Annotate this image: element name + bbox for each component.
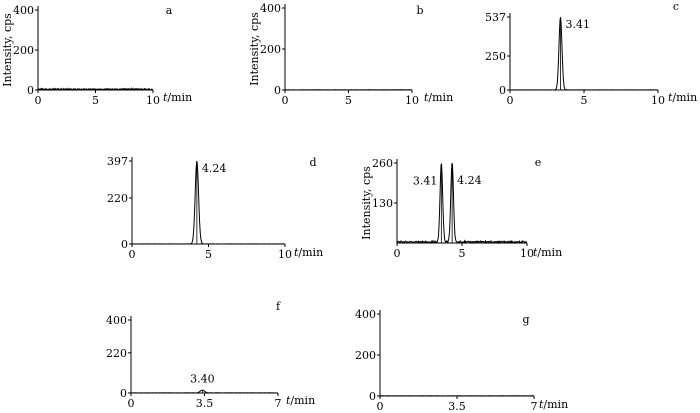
x-tick-label: 3.5 (196, 397, 214, 410)
x-axis-title-symbol: t (294, 246, 299, 259)
x-axis-title-symbol: t (424, 91, 429, 104)
y-axis-title: Intensity, cps (248, 12, 261, 86)
y-tick-label: 397 (107, 155, 128, 168)
y-tick-label: 537 (485, 11, 506, 24)
x-axis-title: t/min (539, 398, 568, 411)
x-axis-title-symbol: t (533, 246, 538, 259)
chromatogram-panel-f: 0 3.5 7 0 220 400 t/min f 3.40 (106, 300, 315, 410)
chromatogram-trace (37, 87, 154, 92)
panel-letter: f (276, 300, 281, 313)
x-axis-title-unit: /min (537, 246, 562, 259)
x-tick-label: 5 (459, 247, 466, 260)
x-tick-label: 7 (531, 400, 538, 413)
panel-letter: d (309, 156, 316, 169)
y-tick-label: 400 (106, 314, 127, 327)
y-tick-label: 220 (106, 347, 127, 360)
y-tick-label: 260 (372, 157, 393, 170)
x-tick-label: 10 (278, 248, 292, 261)
y-tick-label: 400 (355, 308, 376, 321)
x-tick-label: 5 (92, 94, 99, 107)
chromatogram-panel-c: 0 5 10 0 250 537 t/min c 3.41 (485, 0, 697, 107)
x-axis-title-symbol: t (668, 91, 673, 104)
x-tick-label: 0 (282, 94, 289, 107)
x-tick-label: 7 (275, 397, 282, 410)
x-axis-title: t/min (533, 246, 562, 259)
panel-letter: b (416, 4, 423, 17)
y-tick-label: 0 (369, 390, 376, 403)
y-tick-label: 0 (27, 84, 34, 97)
y-tick-label: 0 (121, 238, 128, 251)
y-tick-label: 220 (107, 192, 128, 205)
x-axis-title-unit: /min (167, 91, 192, 104)
x-tick-label: 5 (205, 248, 212, 261)
x-tick-label: 0 (507, 94, 514, 107)
x-tick-label: 10 (520, 247, 534, 260)
x-axis-title-unit: /min (290, 394, 315, 407)
x-axis-title-unit: /min (298, 246, 323, 259)
panel-letter: a (166, 4, 173, 17)
x-tick-label: 3.5 (448, 400, 466, 413)
peak-label: 3.41 (565, 18, 590, 31)
x-axis-title-unit: /min (428, 91, 453, 104)
chromatogram-panel-g: 0 3.5 7 0 200 400 t/min g (355, 308, 568, 413)
panel-letter: e (535, 156, 542, 169)
x-tick-label: 0 (129, 248, 136, 261)
x-tick-label: 0 (128, 397, 135, 410)
peak-label: 3.40 (190, 372, 215, 385)
x-axis-title-symbol: t (163, 91, 168, 104)
x-axis-title-unit: /min (672, 91, 697, 104)
x-axis-title: t/min (668, 91, 697, 104)
x-tick-label: 10 (146, 94, 160, 107)
peak-label: 3.41 (413, 175, 438, 188)
x-tick-label: 5 (345, 94, 352, 107)
peak-label: 4.24 (202, 162, 227, 175)
x-axis-title: t/min (286, 394, 315, 407)
peak-label: 4.24 (457, 174, 482, 187)
chromatogram-trace (396, 162, 528, 245)
chromatogram-panel-d: 0 5 10 0 220 397 t/min d 4.24 (107, 155, 323, 261)
chromatogram-trace (131, 161, 286, 245)
y-tick-label: 0 (499, 84, 506, 97)
x-axis-title-symbol: t (539, 398, 544, 411)
x-axis-title: t/min (163, 91, 192, 104)
x-axis-title-unit: /min (543, 398, 568, 411)
panel-letter: g (522, 313, 529, 326)
y-axis-title: Intensity, cps (360, 166, 373, 240)
y-tick-label: 200 (355, 349, 376, 362)
x-tick-label: 5 (581, 94, 588, 107)
y-tick-label: 200 (260, 43, 281, 56)
x-axis-title: t/min (294, 246, 323, 259)
chromatogram-trace (130, 389, 279, 394)
y-tick-label: 130 (372, 197, 393, 210)
x-axis-title: t/min (424, 91, 453, 104)
x-tick-label: 0 (377, 400, 384, 413)
y-tick-label: 400 (260, 2, 281, 15)
y-tick-label: 200 (13, 44, 34, 57)
panel-letter: c (673, 0, 679, 13)
y-axis-title: Intensity, cps (1, 13, 14, 87)
y-tick-label: 0 (120, 387, 127, 400)
x-tick-label: 0 (35, 94, 42, 107)
y-tick-label: 400 (13, 4, 34, 17)
x-axis-title-symbol: t (286, 394, 291, 407)
y-tick-label: 0 (274, 84, 281, 97)
y-tick-label: 250 (485, 50, 506, 63)
x-tick-label: 10 (405, 94, 419, 107)
x-tick-label: 0 (394, 247, 401, 260)
x-tick-label: 10 (651, 94, 665, 107)
chromatogram-trace (509, 17, 659, 91)
